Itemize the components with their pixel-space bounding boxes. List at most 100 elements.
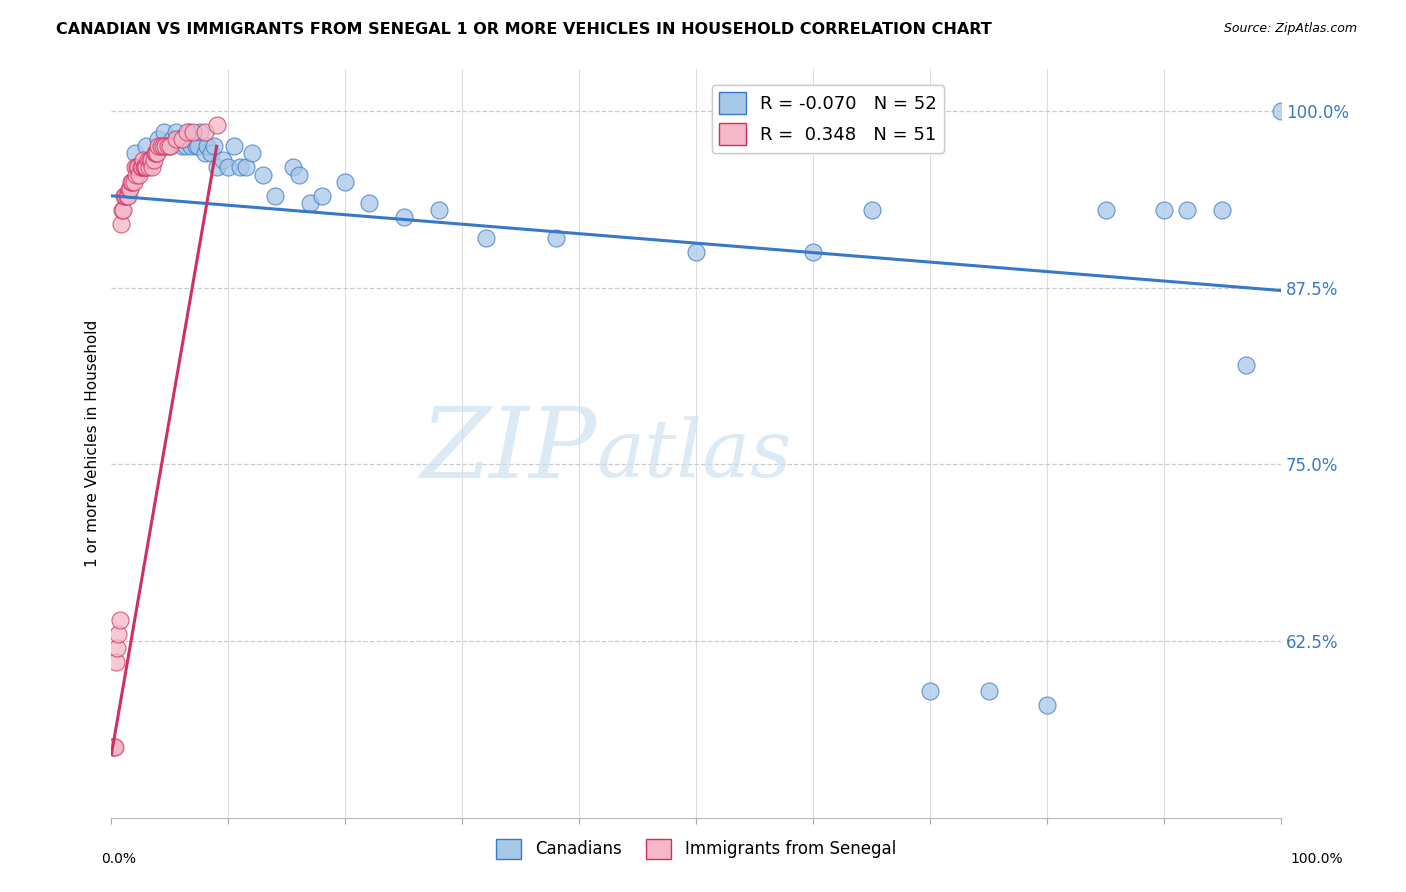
Point xyxy=(148,132,170,146)
Point xyxy=(112,188,135,202)
Point xyxy=(159,139,181,153)
Point xyxy=(392,210,415,224)
Point xyxy=(977,683,1000,698)
Point xyxy=(1036,698,1059,712)
Point xyxy=(139,153,162,168)
Point xyxy=(177,125,200,139)
Point xyxy=(920,683,942,698)
Point xyxy=(122,175,145,189)
Point xyxy=(335,175,357,189)
Point xyxy=(167,132,190,146)
Point xyxy=(1153,202,1175,217)
Point xyxy=(146,146,169,161)
Point xyxy=(224,139,246,153)
Point xyxy=(860,202,883,217)
Text: Source: ZipAtlas.com: Source: ZipAtlas.com xyxy=(1223,22,1357,36)
Point xyxy=(200,146,222,161)
Point xyxy=(103,740,125,755)
Text: 0.0%: 0.0% xyxy=(101,852,136,866)
Point xyxy=(205,161,228,175)
Legend: R = -0.070   N = 52, R =  0.348   N = 51: R = -0.070 N = 52, R = 0.348 N = 51 xyxy=(711,85,945,153)
Point xyxy=(124,161,146,175)
Point xyxy=(132,153,155,168)
Point xyxy=(159,139,181,153)
Point xyxy=(685,245,707,260)
Point xyxy=(110,217,132,231)
Point xyxy=(145,146,167,161)
Point xyxy=(127,161,149,175)
Y-axis label: 1 or more Vehicles in Household: 1 or more Vehicles in Household xyxy=(86,319,100,566)
Point xyxy=(112,202,135,217)
Point xyxy=(188,125,211,139)
Point xyxy=(184,139,207,153)
Point xyxy=(121,175,143,189)
Point xyxy=(131,161,153,175)
Point xyxy=(149,139,172,153)
Point xyxy=(194,146,217,161)
Point xyxy=(160,132,183,146)
Point xyxy=(173,132,195,146)
Point xyxy=(120,175,142,189)
Point xyxy=(240,146,263,161)
Point xyxy=(136,153,159,168)
Point xyxy=(153,125,176,139)
Point xyxy=(128,168,150,182)
Point xyxy=(229,161,252,175)
Point xyxy=(427,202,450,217)
Point xyxy=(281,161,304,175)
Point xyxy=(124,146,146,161)
Point xyxy=(101,740,124,755)
Point xyxy=(134,161,156,175)
Point xyxy=(180,139,202,153)
Point xyxy=(181,125,204,139)
Point xyxy=(141,153,163,168)
Point xyxy=(235,161,257,175)
Point xyxy=(135,161,157,175)
Point xyxy=(125,168,148,182)
Point xyxy=(544,231,567,245)
Point xyxy=(141,161,163,175)
Text: atlas: atlas xyxy=(596,416,792,493)
Point xyxy=(142,153,165,168)
Text: CANADIAN VS IMMIGRANTS FROM SENEGAL 1 OR MORE VEHICLES IN HOUSEHOLD CORRELATION : CANADIAN VS IMMIGRANTS FROM SENEGAL 1 OR… xyxy=(56,22,993,37)
Text: 100.0%: 100.0% xyxy=(1291,852,1343,866)
Point xyxy=(174,139,197,153)
Point xyxy=(129,161,152,175)
Point xyxy=(801,245,824,260)
Point xyxy=(195,139,218,153)
Point xyxy=(155,139,177,153)
Point xyxy=(170,132,193,146)
Point xyxy=(474,231,496,245)
Point xyxy=(143,146,166,161)
Point xyxy=(181,132,204,146)
Point xyxy=(211,153,233,168)
Point xyxy=(287,168,309,182)
Point xyxy=(176,125,198,139)
Point xyxy=(1270,103,1292,118)
Point xyxy=(156,139,179,153)
Point xyxy=(127,161,149,175)
Point xyxy=(217,161,239,175)
Point xyxy=(357,195,380,210)
Point xyxy=(311,188,333,202)
Point xyxy=(165,132,187,146)
Point xyxy=(105,656,128,670)
Point xyxy=(152,139,174,153)
Point xyxy=(205,118,228,132)
Point xyxy=(299,195,322,210)
Point xyxy=(118,182,141,196)
Point xyxy=(194,125,217,139)
Point xyxy=(135,139,157,153)
Point xyxy=(1094,202,1116,217)
Point xyxy=(252,168,274,182)
Point xyxy=(165,125,187,139)
Point xyxy=(108,613,131,627)
Point xyxy=(115,188,138,202)
Point xyxy=(170,139,193,153)
Point xyxy=(120,182,142,196)
Point xyxy=(104,740,127,755)
Point xyxy=(107,627,129,641)
Point xyxy=(1177,202,1199,217)
Point xyxy=(264,188,287,202)
Point xyxy=(148,139,170,153)
